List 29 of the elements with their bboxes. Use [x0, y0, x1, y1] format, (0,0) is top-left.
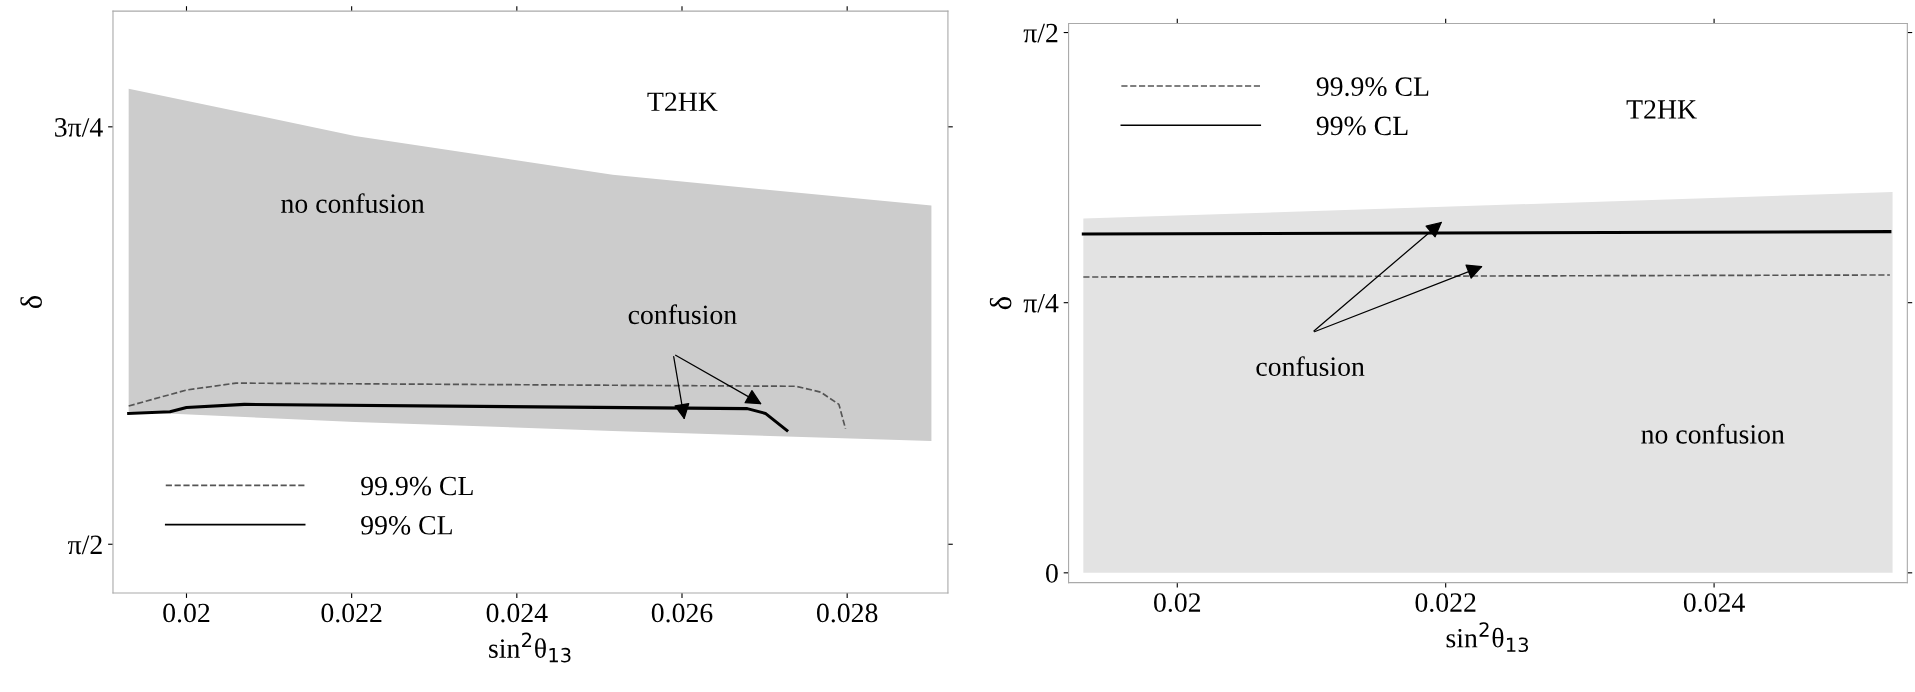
x-tick-label: 0.022	[1415, 593, 1476, 613]
legend-label: 99.9% CL	[361, 476, 473, 496]
y-tick-label: 3π/4	[55, 118, 103, 137]
legend-label: 99.9% CL	[1316, 77, 1429, 97]
annotation: no confusion	[1641, 423, 1785, 444]
legend-label: 99% CL	[1316, 116, 1408, 136]
text: T2HK	[647, 92, 718, 111]
x-tick-label: 0.026	[651, 603, 713, 623]
text: T2HK	[1626, 100, 1697, 119]
legend-label: 99% CL	[361, 515, 452, 535]
annotation: confusion	[628, 304, 737, 325]
x-tick-label: 0.02	[163, 603, 210, 623]
x-tick-label: 0.02	[1154, 593, 1201, 613]
y-tick-label: 0	[1046, 563, 1058, 583]
y-axis-title: δ	[20, 296, 42, 309]
y-tick-label: π/4	[1023, 294, 1059, 313]
y-axis-title: δ	[989, 297, 1012, 310]
line-series	[127, 402, 789, 432]
x-tick-label: 0.022	[321, 603, 382, 623]
y-tick-label: π/2	[68, 535, 102, 555]
annotation: confusion	[1256, 356, 1365, 377]
x-tick-label: 0.024	[1683, 593, 1745, 613]
y-tick-label: π/2	[1023, 23, 1058, 43]
x-axis-title: sin$^{2}$θ$_{13}$	[1446, 622, 1529, 653]
annotation: no confusion	[281, 193, 425, 213]
x-tick-label: 0.028	[816, 603, 878, 623]
x-tick-label: 0.024	[486, 603, 548, 623]
line-series	[127, 382, 847, 430]
x-axis-title: sin$^{2}$θ$_{13}$	[489, 632, 571, 663]
